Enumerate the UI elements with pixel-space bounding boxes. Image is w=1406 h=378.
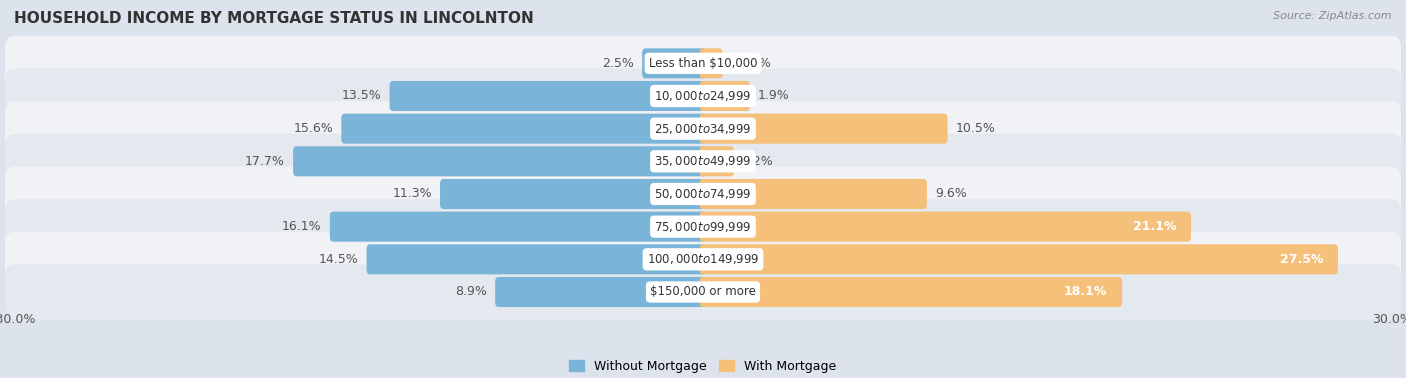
Text: 18.1%: 18.1%	[1064, 285, 1107, 299]
FancyBboxPatch shape	[292, 146, 706, 177]
FancyBboxPatch shape	[440, 179, 706, 209]
FancyBboxPatch shape	[342, 114, 706, 144]
Text: HOUSEHOLD INCOME BY MORTGAGE STATUS IN LINCOLNTON: HOUSEHOLD INCOME BY MORTGAGE STATUS IN L…	[14, 11, 534, 26]
FancyBboxPatch shape	[4, 101, 1402, 156]
Text: 9.6%: 9.6%	[935, 187, 967, 200]
Text: 0.71%: 0.71%	[731, 57, 770, 70]
Text: $50,000 to $74,999: $50,000 to $74,999	[654, 187, 752, 201]
Text: 1.9%: 1.9%	[758, 90, 790, 102]
Text: 2.5%: 2.5%	[602, 57, 634, 70]
FancyBboxPatch shape	[700, 114, 948, 144]
FancyBboxPatch shape	[4, 134, 1402, 189]
Text: 17.7%: 17.7%	[245, 155, 285, 168]
FancyBboxPatch shape	[330, 212, 706, 242]
Text: $35,000 to $49,999: $35,000 to $49,999	[654, 154, 752, 168]
FancyBboxPatch shape	[367, 244, 706, 274]
Text: 11.3%: 11.3%	[392, 187, 432, 200]
Text: Source: ZipAtlas.com: Source: ZipAtlas.com	[1274, 11, 1392, 21]
FancyBboxPatch shape	[4, 68, 1402, 124]
FancyBboxPatch shape	[700, 146, 734, 177]
FancyBboxPatch shape	[495, 277, 706, 307]
FancyBboxPatch shape	[4, 199, 1402, 254]
FancyBboxPatch shape	[643, 48, 706, 78]
Text: $100,000 to $149,999: $100,000 to $149,999	[647, 253, 759, 266]
Text: $75,000 to $99,999: $75,000 to $99,999	[654, 220, 752, 234]
FancyBboxPatch shape	[4, 36, 1402, 91]
FancyBboxPatch shape	[4, 265, 1402, 319]
Legend: Without Mortgage, With Mortgage: Without Mortgage, With Mortgage	[564, 355, 842, 378]
Text: 1.2%: 1.2%	[742, 155, 773, 168]
Text: Less than $10,000: Less than $10,000	[648, 57, 758, 70]
Text: 10.5%: 10.5%	[956, 122, 995, 135]
Text: 16.1%: 16.1%	[283, 220, 322, 233]
FancyBboxPatch shape	[4, 167, 1402, 222]
Text: $10,000 to $24,999: $10,000 to $24,999	[654, 89, 752, 103]
FancyBboxPatch shape	[389, 81, 706, 111]
FancyBboxPatch shape	[700, 212, 1191, 242]
Text: 13.5%: 13.5%	[342, 90, 381, 102]
FancyBboxPatch shape	[700, 277, 1122, 307]
Text: 21.1%: 21.1%	[1133, 220, 1175, 233]
FancyBboxPatch shape	[4, 232, 1402, 287]
Text: $25,000 to $34,999: $25,000 to $34,999	[654, 122, 752, 136]
FancyBboxPatch shape	[700, 179, 927, 209]
Text: 14.5%: 14.5%	[319, 253, 359, 266]
Text: $150,000 or more: $150,000 or more	[650, 285, 756, 299]
Text: 27.5%: 27.5%	[1279, 253, 1323, 266]
FancyBboxPatch shape	[700, 81, 749, 111]
Text: 8.9%: 8.9%	[456, 285, 486, 299]
FancyBboxPatch shape	[700, 244, 1339, 274]
Text: 15.6%: 15.6%	[294, 122, 333, 135]
FancyBboxPatch shape	[700, 48, 723, 78]
